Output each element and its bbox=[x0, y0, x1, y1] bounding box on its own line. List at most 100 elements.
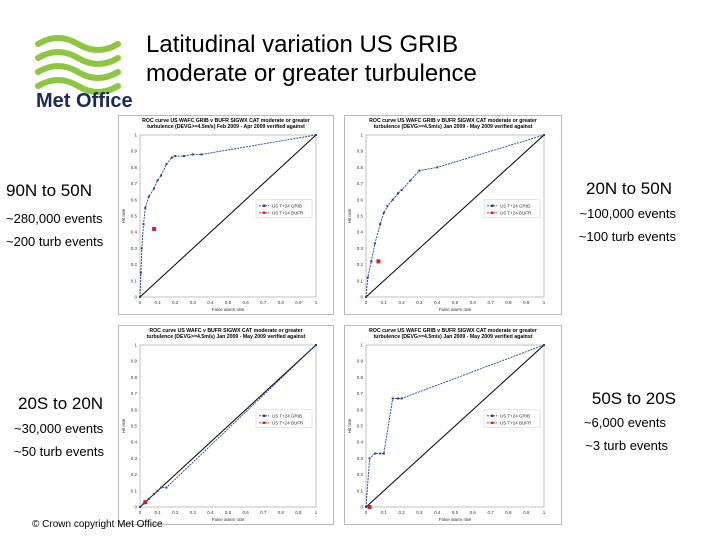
series-point-grib bbox=[156, 489, 159, 492]
x-tick-label: 1 bbox=[315, 300, 318, 305]
met-office-logo: Met Office bbox=[30, 30, 133, 120]
series-point-grib bbox=[160, 174, 163, 177]
series-point-grib bbox=[315, 344, 317, 346]
roc-chart-20s-20n: ROC curve US WAFC v BUFR SIGWX CAT moder… bbox=[118, 325, 334, 525]
y-tick-label: 1 bbox=[134, 343, 137, 348]
series-point-grib bbox=[386, 205, 389, 208]
series-point-grib bbox=[400, 397, 403, 400]
x-tick-label: 0 bbox=[139, 510, 142, 515]
y-tick-label: 0.1 bbox=[357, 278, 364, 283]
x-axis-label: False alarm rate bbox=[439, 307, 472, 312]
x-tick-label: 0.8 bbox=[278, 300, 285, 305]
series-point-grib bbox=[174, 155, 177, 158]
y-tick-label: 0.4 bbox=[131, 440, 138, 445]
legend-marker bbox=[491, 211, 494, 214]
x-tick-label: 0.2 bbox=[398, 300, 405, 305]
x-tick-label: 0.6 bbox=[242, 510, 249, 515]
chart-title-line: turbulence (DEVG>=4.5m/s) Jan 2009 - May… bbox=[147, 334, 306, 340]
series-point-grib bbox=[153, 493, 156, 496]
series-point-grib bbox=[160, 486, 163, 489]
series-point-grib bbox=[391, 198, 394, 201]
legend-marker bbox=[263, 421, 266, 424]
no-skill-diagonal bbox=[139, 344, 317, 508]
x-tick-label: 0.6 bbox=[242, 300, 249, 305]
series-point-grib bbox=[365, 296, 367, 298]
y-tick-label: 0.4 bbox=[357, 230, 364, 235]
legend-entry: US T+24 BUFR bbox=[272, 420, 304, 425]
series-point-grib bbox=[368, 457, 371, 460]
x-tick-label: 0 bbox=[365, 300, 368, 305]
series-point-grib bbox=[382, 452, 385, 455]
y-tick-label: 0.4 bbox=[357, 440, 364, 445]
y-tick-label: 0.3 bbox=[131, 456, 138, 461]
x-axis-label: False alarm rate bbox=[212, 307, 245, 312]
legend-box bbox=[483, 199, 541, 219]
y-tick-label: 0.9 bbox=[131, 149, 138, 154]
series-point-grib bbox=[365, 506, 367, 508]
y-tick-label: 0 bbox=[360, 505, 363, 510]
region-events: ~6,000 events bbox=[583, 415, 666, 430]
series-point-grib bbox=[153, 187, 156, 190]
y-tick-label: 0.3 bbox=[131, 246, 138, 251]
series-point-grib bbox=[543, 344, 545, 346]
y-tick-label: 0.1 bbox=[357, 488, 364, 493]
series-point-grib bbox=[139, 296, 141, 298]
y-tick-label: 0 bbox=[360, 295, 363, 300]
series-point-grib bbox=[170, 156, 173, 159]
x-tick-label: 0.9 bbox=[295, 510, 302, 515]
series-point-grib bbox=[543, 134, 545, 136]
legend-entry: US T+24 GRIB bbox=[500, 203, 530, 208]
chart-title-line: turbulence (DEVG>=4.5m/s) Jan 2009 - May… bbox=[374, 334, 533, 340]
y-tick-label: 0.2 bbox=[131, 262, 138, 267]
series-point-grib bbox=[373, 242, 376, 245]
series-point-grib bbox=[156, 179, 159, 182]
x-tick-label: 0.1 bbox=[381, 510, 388, 515]
x-tick-label: 0.5 bbox=[225, 510, 232, 515]
legend-entry: US T+24 BUFR bbox=[272, 210, 304, 215]
legend-entry: US T+24 BUFR bbox=[500, 210, 532, 215]
region-name: 50S to 20S bbox=[591, 389, 676, 408]
series-point-grib bbox=[397, 397, 400, 400]
x-tick-label: 0.3 bbox=[190, 300, 197, 305]
series-point-grib bbox=[391, 397, 394, 400]
y-tick-label: 0.6 bbox=[131, 197, 138, 202]
region-events: ~30,000 events bbox=[14, 421, 104, 436]
y-tick-label: 0.3 bbox=[357, 456, 364, 461]
chart-title-line: turbulence (DEVG>=4.5m/s) Jan 2009 - May… bbox=[374, 124, 533, 130]
x-axis-label: False alarm rate bbox=[212, 517, 245, 522]
legend-entry: US T+24 GRIB bbox=[500, 413, 530, 418]
y-axis-label: Hit rate bbox=[347, 208, 352, 223]
series-point-bufr bbox=[143, 500, 148, 505]
series-point-grib bbox=[140, 247, 143, 250]
y-tick-label: 0.2 bbox=[357, 472, 364, 477]
no-skill-diagonal bbox=[139, 134, 317, 298]
series-point-grib bbox=[400, 189, 403, 192]
legend-marker bbox=[491, 414, 494, 417]
y-axis-label: Hit rate bbox=[347, 418, 352, 433]
y-tick-label: 0.7 bbox=[357, 391, 364, 396]
x-tick-label: 0.8 bbox=[505, 300, 512, 305]
series-point-grib bbox=[147, 497, 150, 500]
series-point-grib bbox=[139, 271, 142, 274]
series-point-grib bbox=[366, 276, 369, 279]
x-tick-label: 0.6 bbox=[470, 510, 477, 515]
series-point-grib bbox=[409, 179, 412, 182]
roc-chart-90n-50n: ROC curve US WAFC GRIB v BUFR SIGWX CAT … bbox=[118, 115, 334, 315]
y-tick-label: 0.1 bbox=[131, 488, 138, 493]
x-tick-label: 0.7 bbox=[260, 300, 267, 305]
series-point-grib bbox=[370, 260, 373, 263]
y-tick-label: 1 bbox=[360, 133, 363, 138]
x-tick-label: 0.9 bbox=[523, 300, 530, 305]
series-point-grib bbox=[165, 486, 168, 489]
x-tick-label: 0.1 bbox=[154, 510, 161, 515]
y-tick-label: 0.5 bbox=[357, 424, 364, 429]
series-point-grib bbox=[373, 452, 376, 455]
x-tick-label: 0.7 bbox=[260, 510, 267, 515]
y-tick-label: 1 bbox=[134, 133, 137, 138]
y-tick-label: 0.6 bbox=[357, 197, 364, 202]
legend-box bbox=[483, 409, 541, 429]
roc-chart-50s-20s: ROC curve US WAFC GRIB v BUFR SIGWX CAT … bbox=[344, 325, 562, 525]
legend-entry: US T+24 GRIB bbox=[272, 413, 302, 418]
region-turb-events: ~50 turb events bbox=[14, 444, 104, 459]
x-tick-label: 0.2 bbox=[172, 300, 179, 305]
